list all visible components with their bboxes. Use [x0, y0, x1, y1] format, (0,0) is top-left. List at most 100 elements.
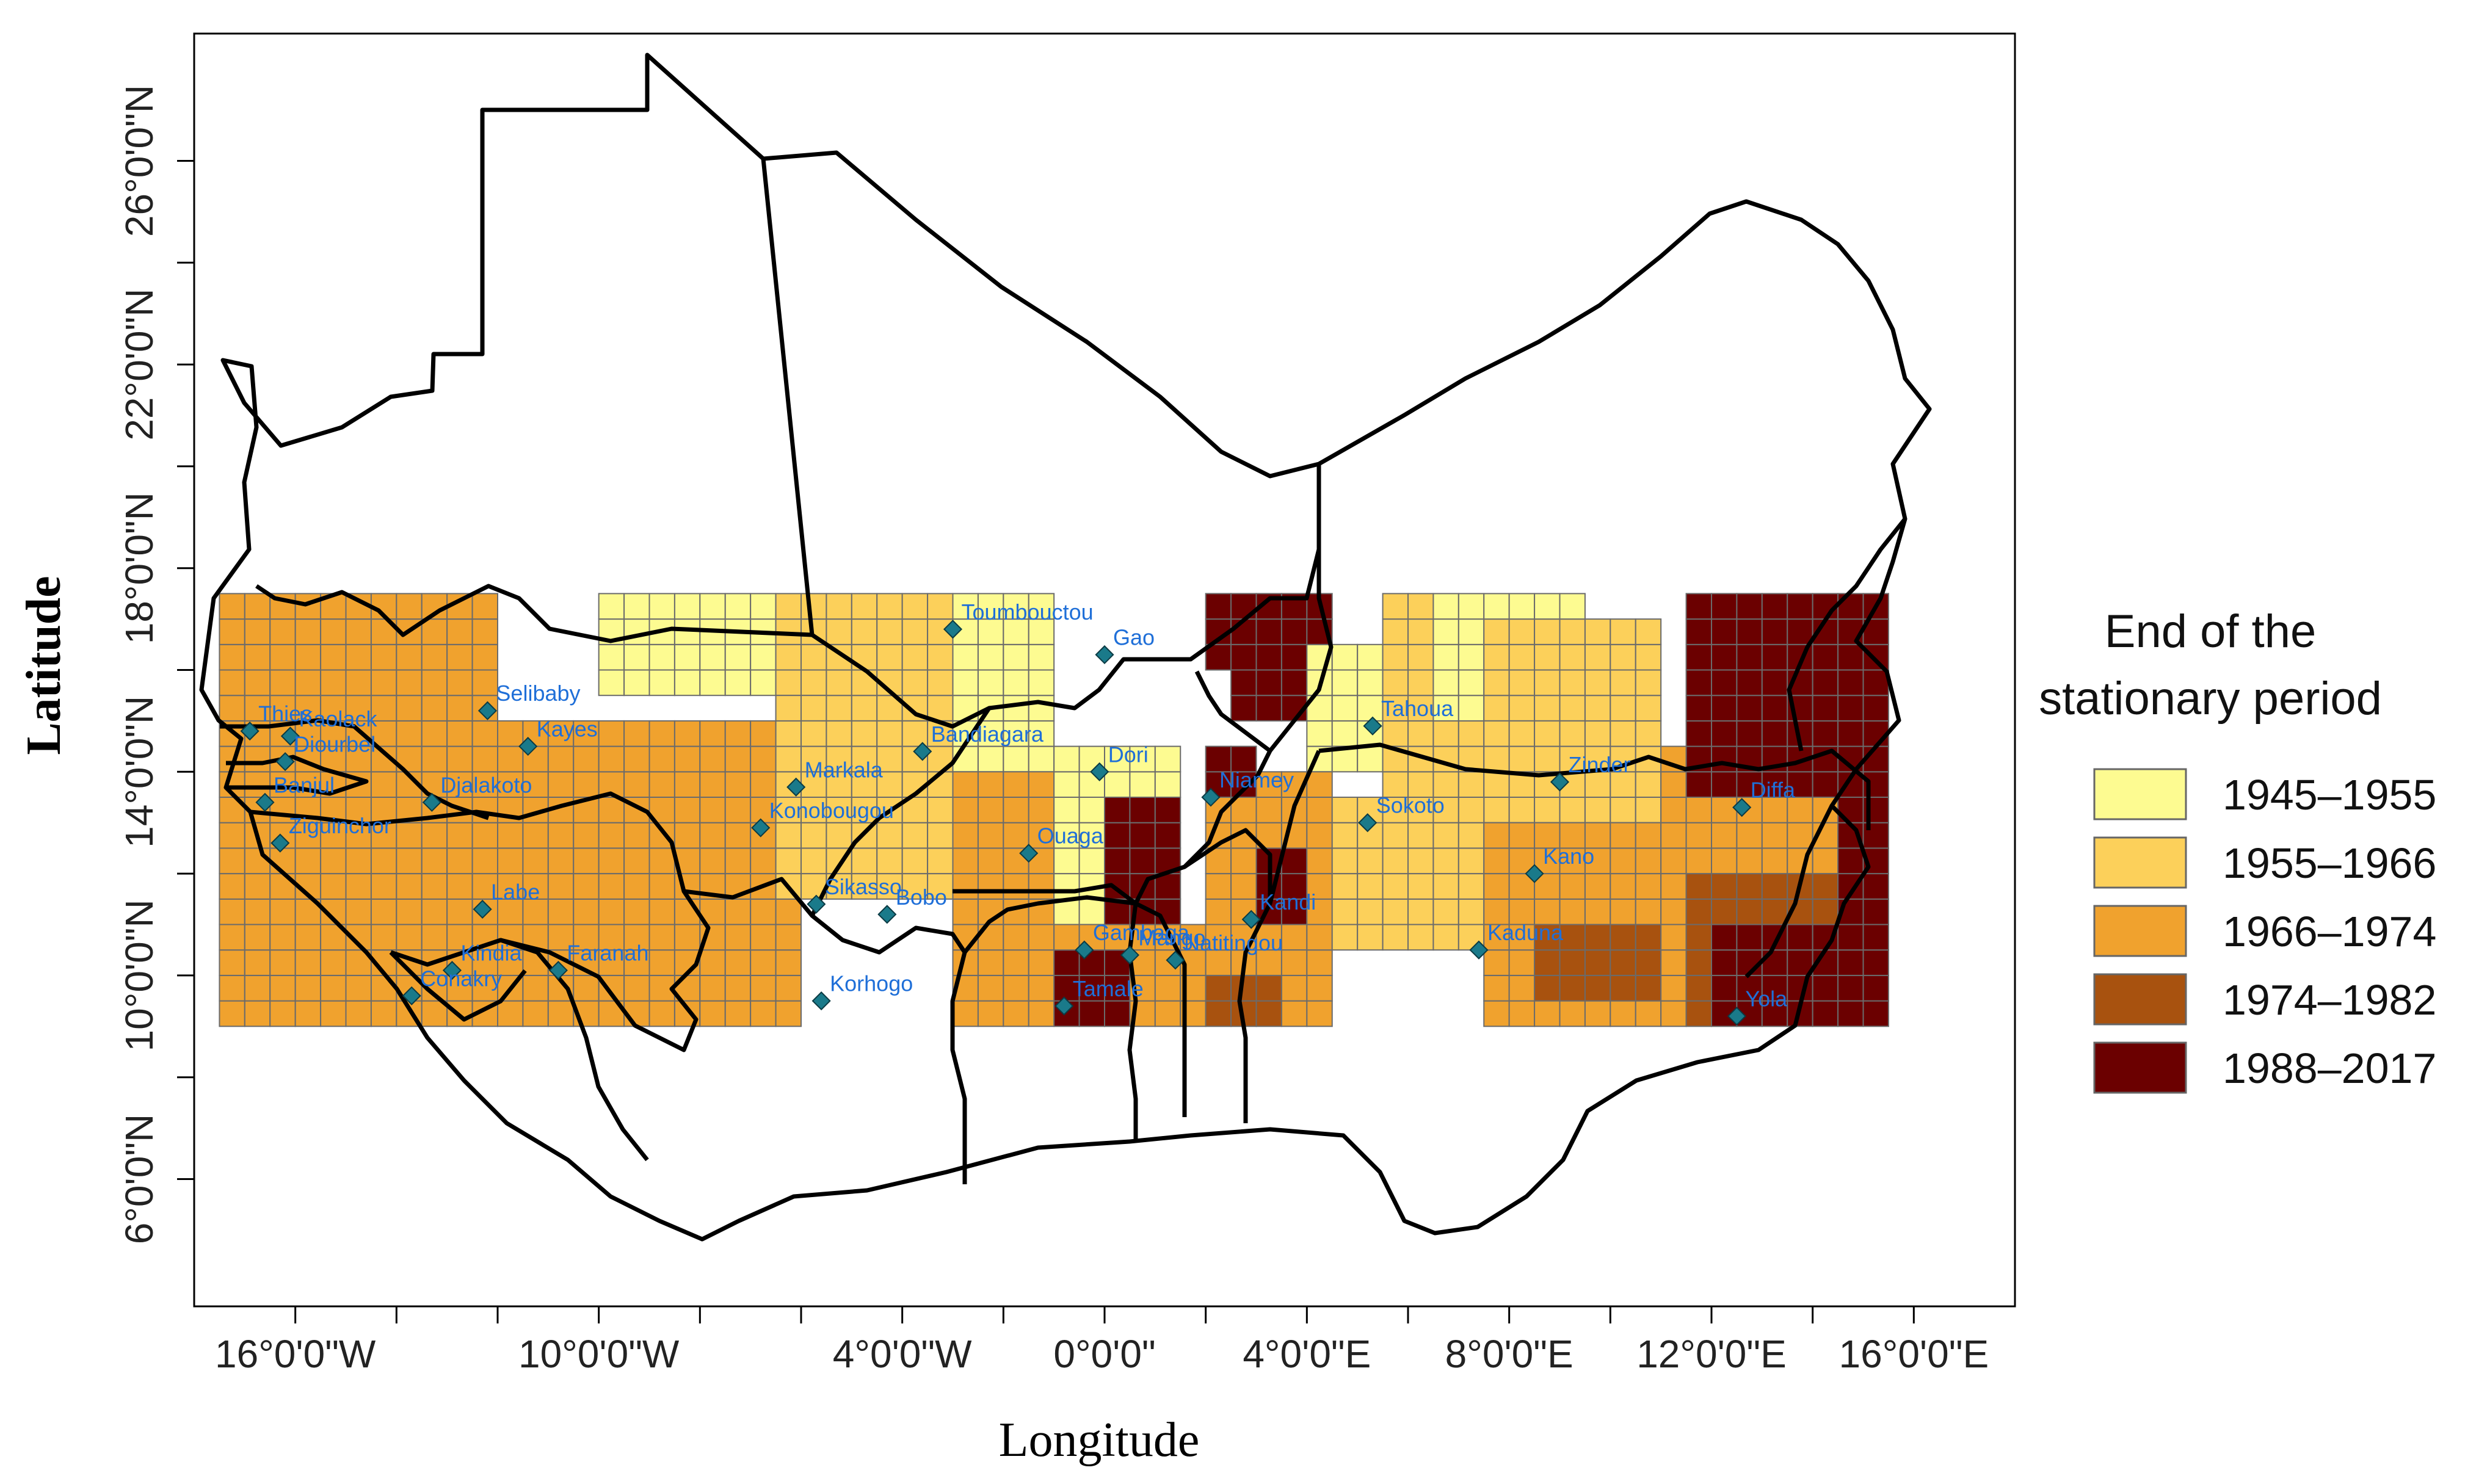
grid-cell: [244, 593, 271, 620]
grid-cell: [1457, 720, 1485, 747]
grid-cell: [1736, 974, 1763, 1002]
grid-cell: [699, 822, 726, 849]
grid-cell: [244, 618, 271, 645]
grid-cell: [1761, 949, 1788, 976]
grid-cell: [1812, 898, 1839, 925]
grid-cell: [1534, 949, 1561, 976]
grid-cell: [1711, 720, 1738, 747]
grid-cell: [1610, 847, 1636, 875]
grid-cell: [1685, 847, 1712, 875]
grid-cell: [294, 669, 322, 697]
grid-cell: [699, 974, 726, 1002]
grid-cell: [1483, 1000, 1510, 1027]
grid-cell: [1685, 669, 1712, 697]
grid-cell: [244, 847, 271, 875]
station-marker: [1363, 716, 1382, 736]
grid-cell: [1003, 873, 1029, 900]
grid-cell: [952, 669, 979, 697]
grid-cell: [800, 695, 827, 722]
grid-cell: [598, 822, 625, 849]
grid-cell: [1382, 720, 1409, 747]
grid-cell: [1584, 695, 1611, 722]
grid-cell: [294, 974, 322, 1002]
grid-cell: [977, 771, 1004, 798]
grid-cell: [826, 771, 852, 798]
grid-cell: [471, 822, 498, 849]
grid-cell: [1660, 797, 1687, 823]
grid-cell: [952, 822, 979, 849]
grid-cell: [1104, 745, 1131, 773]
grid-cell: [1559, 873, 1586, 900]
grid-cell: [1205, 593, 1232, 620]
grid-cell: [269, 1000, 296, 1027]
grid-cell: [269, 618, 296, 645]
grid-cell: [370, 797, 397, 823]
grid-cell: [598, 873, 625, 900]
grid-cell: [1660, 822, 1687, 849]
grid-cell: [1610, 873, 1636, 900]
grid-cell: [775, 593, 802, 620]
grid-cell: [1306, 898, 1333, 925]
station-marker: [1525, 864, 1544, 883]
grid-cell: [876, 593, 903, 620]
grid-cell: [1205, 873, 1232, 900]
grid-cell: [1685, 771, 1712, 798]
grid-cell: [446, 847, 473, 875]
grid-cell: [1230, 745, 1257, 773]
legend-label: 1945–1955: [2223, 771, 2436, 819]
grid-cell: [977, 822, 1004, 849]
grid-cell: [1584, 618, 1611, 645]
grid-cell: [952, 771, 979, 798]
grid-cell: [1812, 643, 1839, 671]
grid-cell: [1508, 669, 1536, 697]
legend-swatch: [2093, 905, 2187, 957]
grid-cell: [1559, 593, 1586, 620]
grid-cell: [345, 643, 372, 671]
grid-cell: [1129, 745, 1156, 773]
grid-cell: [1255, 669, 1282, 697]
grid-cell: [901, 593, 929, 620]
grid-cell: [244, 974, 271, 1002]
grid-cell: [446, 898, 473, 925]
grid-cell: [623, 822, 650, 849]
legend: End of the stationary period 1945–195519…: [2039, 606, 2436, 1094]
grid-cell: [1129, 797, 1156, 823]
grid-cell: [1280, 873, 1308, 900]
legend-title-line1: End of the: [2105, 606, 2317, 657]
grid-cell: [1534, 669, 1561, 697]
grid-cell: [775, 974, 802, 1002]
grid-cell: [648, 669, 675, 697]
grid-cell: [1230, 695, 1257, 722]
grid-cell: [1635, 618, 1662, 645]
grid-cell: [320, 618, 347, 645]
grid-cell: [1483, 618, 1510, 645]
grid-cell: [1053, 771, 1080, 798]
grid-cell: [320, 643, 347, 671]
grid-cell: [673, 924, 701, 951]
grid-cell: [1003, 643, 1029, 671]
grid-cell: [673, 822, 701, 849]
grid-cell: [1837, 924, 1864, 951]
grid-cell: [1028, 669, 1055, 697]
grid-cell: [1205, 949, 1232, 976]
grid-cell: [1812, 873, 1839, 900]
grid-cell: [1104, 822, 1131, 849]
grid-cell: [471, 669, 498, 697]
grid-cell: [1837, 720, 1864, 747]
grid-cell: [1255, 924, 1282, 951]
grid-cell: [1736, 669, 1763, 697]
grid-cell: [1534, 695, 1561, 722]
legend-swatch: [2093, 836, 2187, 889]
legend-swatch: [2093, 1041, 2187, 1094]
grid-cell: [1584, 1000, 1611, 1027]
grid-cell: [446, 695, 473, 722]
grid-cell: [927, 720, 954, 747]
grid-cell: [952, 797, 979, 823]
grid-cell: [598, 593, 625, 620]
station-label: Yola: [1745, 986, 1788, 1012]
grid-cell: [370, 1000, 397, 1027]
grid-cell: [294, 618, 322, 645]
grid-cell: [1862, 898, 1889, 925]
grid-cell: [1407, 873, 1434, 900]
